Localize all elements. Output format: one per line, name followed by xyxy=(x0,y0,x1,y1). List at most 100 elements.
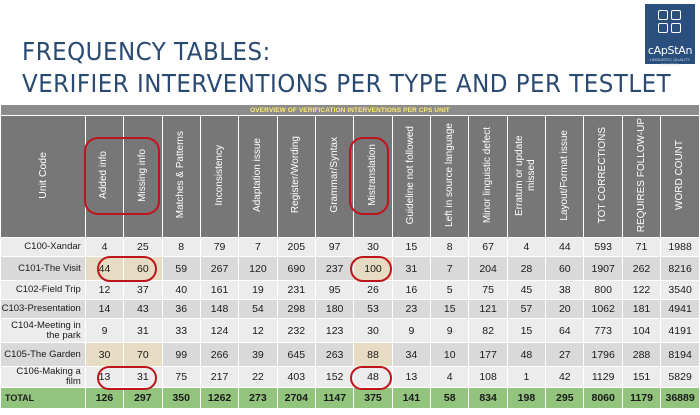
table-row: C106-Making a film 13 31 75 217 22 403 1… xyxy=(0,366,700,388)
slide-title: FREQUENCY TABLES: VERIFIER INTERVENTIONS… xyxy=(22,36,671,100)
unit-label: C102-Field Trip xyxy=(0,280,86,300)
cell: 42 xyxy=(545,366,585,388)
cell: 205 xyxy=(276,237,316,257)
column-header: Grammar/Syntax xyxy=(314,115,355,238)
cell: 690 xyxy=(276,256,316,281)
cell: 263 xyxy=(314,342,355,367)
table-row: C104-Meeting in the park 9 31 33 124 12 … xyxy=(0,318,700,343)
total-cell: 36889 xyxy=(660,387,700,409)
logo-text: cApStAn xyxy=(647,44,693,57)
total-cell: 1179 xyxy=(621,387,662,409)
cell: 27 xyxy=(545,342,585,367)
cell: 54 xyxy=(238,299,278,319)
total-cell: 1147 xyxy=(314,387,355,409)
cell: 298 xyxy=(276,299,316,319)
cell: 48 xyxy=(353,366,393,388)
cell: 71 xyxy=(621,237,662,257)
cell: 593 xyxy=(583,237,623,257)
cell: 19 xyxy=(238,280,278,300)
header-row: Unit Code Added info Missing info Matche… xyxy=(0,115,700,238)
cell: 108 xyxy=(468,366,508,388)
total-cell: 8060 xyxy=(583,387,623,409)
total-row: TOTAL 126 297 350 1262 273 2704 1147 375… xyxy=(0,387,700,409)
cell: 7 xyxy=(430,256,470,281)
column-header: TOT CORRECTIONS xyxy=(583,115,623,238)
title-line-2: VERIFIER INTERVENTIONS PER TYPE AND PER … xyxy=(22,69,672,98)
column-header: Register/Wording xyxy=(276,115,316,238)
cell: 57 xyxy=(506,299,547,319)
cell: 800 xyxy=(583,280,623,300)
cell: 9 xyxy=(84,318,125,343)
table-row: C103-Presentation 14 43 36 148 54 298 18… xyxy=(0,299,700,319)
cell-highlighted: 60 xyxy=(123,256,163,281)
cell-highlighted: 44 xyxy=(84,256,125,281)
cell: 262 xyxy=(621,256,662,281)
column-header: Minor linguistic defect xyxy=(468,115,508,238)
column-header: Layout/Format issue xyxy=(545,115,585,238)
cell: 151 xyxy=(621,366,662,388)
cell: 97 xyxy=(314,237,355,257)
column-header: WORD COUNT xyxy=(660,115,700,238)
cell: 40 xyxy=(161,280,201,300)
cell: 25 xyxy=(123,237,163,257)
cell: 15 xyxy=(430,299,470,319)
cell: 12 xyxy=(84,280,125,300)
cell: 180 xyxy=(314,299,355,319)
cell: 20 xyxy=(545,299,585,319)
cell: 4 xyxy=(84,237,125,257)
cell: 403 xyxy=(276,366,316,388)
column-header: Mistranslation xyxy=(353,115,393,238)
column-header: Erratum or update missed xyxy=(506,115,547,238)
cell: 148 xyxy=(199,299,240,319)
cell-highlighted: 88 xyxy=(353,342,393,367)
cell: 75 xyxy=(468,280,508,300)
table-row: C101-The Visit 44 60 59 267 120 690 237 … xyxy=(0,256,700,281)
total-cell: 2704 xyxy=(276,387,316,409)
column-header: Matches & Patterns xyxy=(161,115,201,238)
column-header: Adaptation issue xyxy=(238,115,278,238)
cell: 39 xyxy=(238,342,278,367)
cell: 12 xyxy=(238,318,278,343)
unit-label: C101-The Visit xyxy=(0,256,86,281)
cell: 37 xyxy=(123,280,163,300)
cell: 31 xyxy=(391,256,432,281)
cell: 645 xyxy=(276,342,316,367)
total-cell: 350 xyxy=(161,387,201,409)
cell: 36 xyxy=(161,299,201,319)
column-header: Guideline not followed xyxy=(391,115,432,238)
column-header: Missing info xyxy=(123,115,163,238)
cell: 267 xyxy=(199,256,240,281)
capstan-logo: cApStAn LINGUISTIC QUALITY CONTROL xyxy=(645,4,695,67)
cell: 30 xyxy=(353,318,393,343)
cell: 43 xyxy=(123,299,163,319)
cell: 67 xyxy=(468,237,508,257)
column-header: REQUIRES FOLLOW-UP xyxy=(621,115,662,238)
logo-subtext: LINGUISTIC QUALITY CONTROL xyxy=(649,57,691,67)
cell: 34 xyxy=(391,342,432,367)
cell: 1907 xyxy=(583,256,623,281)
cell: 82 xyxy=(468,318,508,343)
cell: 121 xyxy=(468,299,508,319)
cell: 23 xyxy=(391,299,432,319)
cell: 13 xyxy=(84,366,125,388)
table-caption: OVERVIEW OF VERIFICATION INTERVENTIONS P… xyxy=(0,104,700,116)
cell: 231 xyxy=(276,280,316,300)
table-row: C102-Field Trip 12 37 40 161 19 231 95 2… xyxy=(0,280,700,300)
cell: 48 xyxy=(506,342,547,367)
cell: 1796 xyxy=(583,342,623,367)
cell: 1988 xyxy=(660,237,700,257)
logo-grid-icon xyxy=(658,10,682,34)
cell: 1 xyxy=(506,366,547,388)
cell: 15 xyxy=(506,318,547,343)
total-cell: 834 xyxy=(468,387,508,409)
frequency-table: OVERVIEW OF VERIFICATION INTERVENTIONS P… xyxy=(0,104,700,409)
cell: 30 xyxy=(353,237,393,257)
cell: 13 xyxy=(391,366,432,388)
cell: 8 xyxy=(430,237,470,257)
cell: 99 xyxy=(161,342,201,367)
total-cell: 1262 xyxy=(199,387,240,409)
cell: 204 xyxy=(468,256,508,281)
cell: 7 xyxy=(238,237,278,257)
cell: 266 xyxy=(199,342,240,367)
cell: 237 xyxy=(314,256,355,281)
